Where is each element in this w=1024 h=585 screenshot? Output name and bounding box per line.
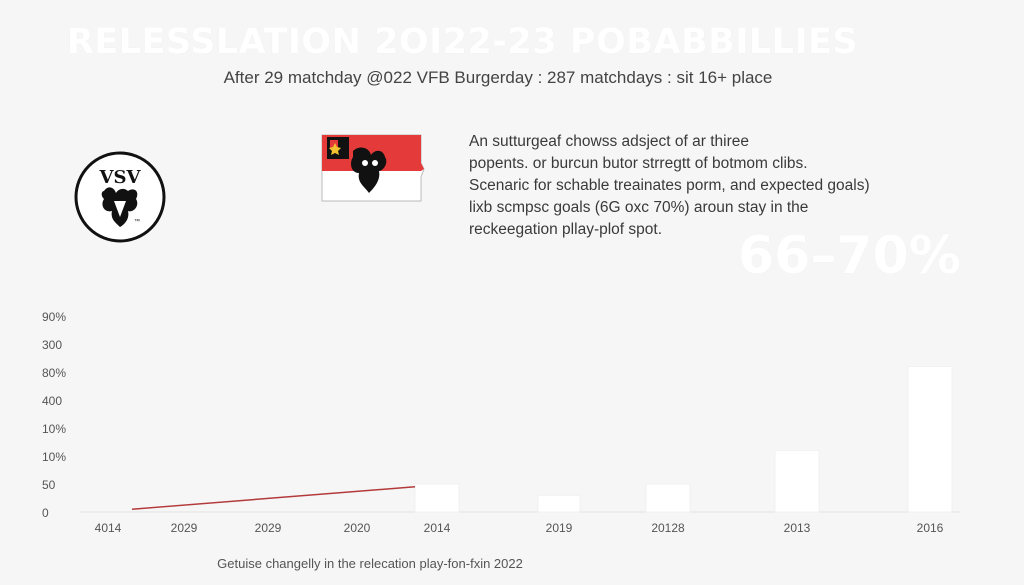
x-tick-label: 4014 xyxy=(95,521,122,535)
description-line: popents. or burcun butor strregtt of bot… xyxy=(469,155,808,172)
logo-lettering: VSV xyxy=(99,167,142,188)
x-tick-label: 20128 xyxy=(651,521,685,535)
y-tick-label: 10% xyxy=(42,450,66,464)
y-tick-label: 50 xyxy=(42,478,56,492)
description-line: Scenaric for schable treainates porm, an… xyxy=(469,177,870,194)
x-tick-label: 2029 xyxy=(255,521,282,535)
x-tick-label: 2029 xyxy=(171,521,198,535)
club-flag-icon xyxy=(321,134,425,202)
chart-caption: Getuise changelly in the relecation play… xyxy=(217,556,523,571)
svg-text:™: ™ xyxy=(134,218,140,225)
bar xyxy=(645,483,691,513)
highlight-probability: 66–70% xyxy=(738,226,961,286)
bar xyxy=(907,365,953,513)
trend-line xyxy=(131,486,416,510)
scenario-description: An sutturgeaf chowss adsject of ar thire… xyxy=(469,131,909,241)
x-tick-label: 2020 xyxy=(344,521,371,535)
relegation-bar-chart: 0 50 10% 10% 400 80% 300 90% 4014 2029 2029 2020 201… xyxy=(42,310,960,535)
y-tick-label: 90% xyxy=(42,310,66,324)
x-tick-label: 2014 xyxy=(424,521,451,535)
x-tick-label: 2019 xyxy=(546,521,573,535)
y-tick-label: 80% xyxy=(42,366,66,380)
description-line: An sutturgeaf chowss adsject of ar thire… xyxy=(469,133,750,150)
bar xyxy=(774,449,820,513)
page-subtitle: After 29 matchday @022 VFB Burgerday : 2… xyxy=(223,68,773,87)
y-tick-label: 400 xyxy=(42,394,62,408)
x-tick-label: 2016 xyxy=(917,521,944,535)
y-tick-label: 10% xyxy=(42,422,66,436)
page-title: RELESSLATION 2OI22-23 POBABBILLIES xyxy=(66,22,859,62)
y-tick-label: 300 xyxy=(42,338,62,352)
bar xyxy=(537,494,581,513)
y-tick-label: 0 xyxy=(42,506,49,520)
description-line: lixb scmpsc goals (6G oxc 70%) aroun sta… xyxy=(469,199,809,216)
bar xyxy=(414,483,460,513)
description-line: reckeegation pllay-plof spot. xyxy=(469,221,663,238)
x-tick-label: 2013 xyxy=(784,521,811,535)
club-crest-logo: VSV ™ xyxy=(74,151,166,243)
